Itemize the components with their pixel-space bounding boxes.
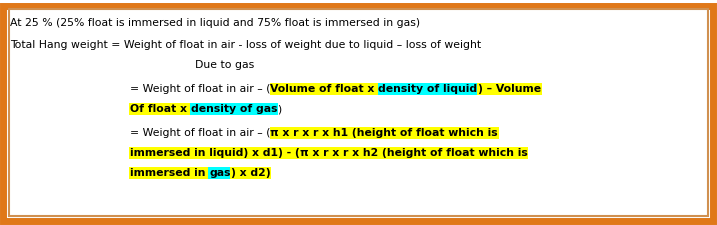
Text: Due to gas: Due to gas <box>195 60 255 70</box>
Text: immersed in: immersed in <box>130 168 209 178</box>
Text: Of float x: Of float x <box>130 104 191 114</box>
Text: density of liquid: density of liquid <box>379 84 478 94</box>
Text: ): ) <box>277 104 282 114</box>
Text: π x r x r x h2 (height of float which is: π x r x r x h2 (height of float which is <box>300 148 528 158</box>
FancyBboxPatch shape <box>298 220 332 224</box>
Text: gas: gas <box>209 168 231 178</box>
Text: density of gas: density of gas <box>191 104 277 114</box>
Text: immersed in liquid) x d1) - (: immersed in liquid) x d1) - ( <box>130 148 300 158</box>
Text: Volume of float x: Volume of float x <box>270 84 379 94</box>
FancyBboxPatch shape <box>384 220 466 224</box>
Text: ) – Volume: ) – Volume <box>478 84 541 94</box>
Text: ) x d2): ) x d2) <box>231 168 270 178</box>
Text: π x r x r x h1 (height of float which is: π x r x r x h1 (height of float which is <box>270 128 498 138</box>
Text: = Weight of float in air – (: = Weight of float in air – ( <box>130 128 270 138</box>
FancyBboxPatch shape <box>204 220 287 224</box>
Text: At 25 % (25% float is immersed in liquid and 75% float is immersed in gas): At 25 % (25% float is immersed in liquid… <box>10 18 420 28</box>
Text: Total Hang weight = Weight of float in air - loss of weight due to liquid – loss: Total Hang weight = Weight of float in a… <box>10 40 481 50</box>
Text: = Weight of float in air – (: = Weight of float in air – ( <box>130 84 270 94</box>
FancyBboxPatch shape <box>477 220 511 224</box>
